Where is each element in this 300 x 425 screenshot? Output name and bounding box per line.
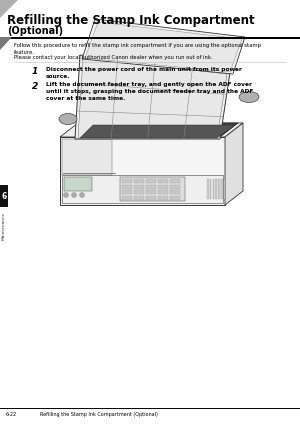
Bar	[146, 179, 156, 183]
Polygon shape	[75, 55, 230, 139]
Bar	[0, 37, 300, 39]
Polygon shape	[78, 58, 227, 138]
Bar	[122, 179, 132, 183]
Bar	[170, 184, 180, 189]
Ellipse shape	[239, 91, 259, 102]
Text: 6-22: 6-22	[6, 412, 17, 417]
Bar	[221, 179, 223, 199]
Bar	[207, 179, 208, 199]
Polygon shape	[75, 123, 238, 137]
Bar	[215, 179, 217, 199]
Bar	[146, 184, 156, 189]
Bar	[134, 179, 144, 183]
Text: (Optional): (Optional)	[7, 26, 63, 36]
Circle shape	[71, 193, 76, 198]
Bar	[210, 179, 211, 199]
Polygon shape	[225, 123, 243, 205]
Circle shape	[80, 193, 85, 198]
Bar	[213, 179, 214, 199]
Text: Lift the document feeder tray, and gently open the ADF cover
until it stops, gra: Lift the document feeder tray, and gentl…	[46, 82, 254, 101]
Bar	[158, 196, 168, 199]
Text: Refilling the Stamp Ink Compartment (Optional): Refilling the Stamp Ink Compartment (Opt…	[40, 412, 158, 417]
Polygon shape	[0, 37, 12, 50]
Bar	[122, 190, 132, 194]
Polygon shape	[85, 22, 242, 72]
Bar	[146, 190, 156, 194]
FancyBboxPatch shape	[60, 137, 225, 205]
Bar	[0, 185, 8, 207]
Text: Disconnect the power cord of the main unit from its power
source.: Disconnect the power cord of the main un…	[46, 67, 242, 79]
Bar	[134, 196, 144, 199]
Bar	[170, 179, 180, 183]
Bar	[122, 196, 132, 199]
Text: Please contact your local authorized Canon dealer when you run out of ink.: Please contact your local authorized Can…	[14, 55, 213, 60]
Circle shape	[64, 193, 68, 198]
Bar	[170, 190, 180, 194]
Bar	[224, 179, 225, 199]
Polygon shape	[60, 123, 243, 137]
Bar	[146, 196, 156, 199]
Ellipse shape	[59, 113, 77, 125]
Bar	[62, 139, 112, 175]
Bar	[122, 184, 132, 189]
Bar	[158, 190, 168, 194]
Text: Refilling the Stamp Ink Compartment: Refilling the Stamp Ink Compartment	[7, 14, 255, 27]
Bar	[134, 184, 144, 189]
Bar	[170, 196, 180, 199]
Text: 2: 2	[32, 82, 38, 91]
Bar	[158, 184, 168, 189]
Polygon shape	[0, 0, 18, 18]
Bar	[134, 190, 144, 194]
Text: Follow this procedure to refill the stamp ink compartment if you are using the o: Follow this procedure to refill the stam…	[14, 43, 261, 55]
Bar	[62, 175, 223, 203]
Text: 1: 1	[32, 67, 38, 76]
Text: 6: 6	[2, 192, 7, 201]
Bar	[218, 179, 220, 199]
Polygon shape	[82, 19, 245, 74]
Polygon shape	[80, 125, 235, 138]
Bar	[64, 177, 92, 191]
Bar	[120, 177, 185, 201]
Bar	[158, 179, 168, 183]
Text: Maintenance: Maintenance	[2, 212, 5, 240]
